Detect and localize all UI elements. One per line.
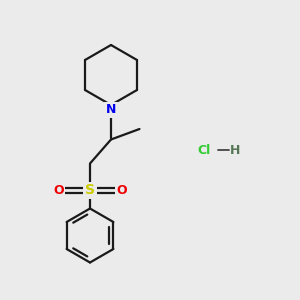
Text: S: S (85, 184, 95, 197)
Text: Cl: Cl (197, 143, 211, 157)
Text: O: O (116, 184, 127, 197)
Text: N: N (106, 103, 116, 116)
Text: H: H (230, 143, 241, 157)
Text: O: O (53, 184, 64, 197)
